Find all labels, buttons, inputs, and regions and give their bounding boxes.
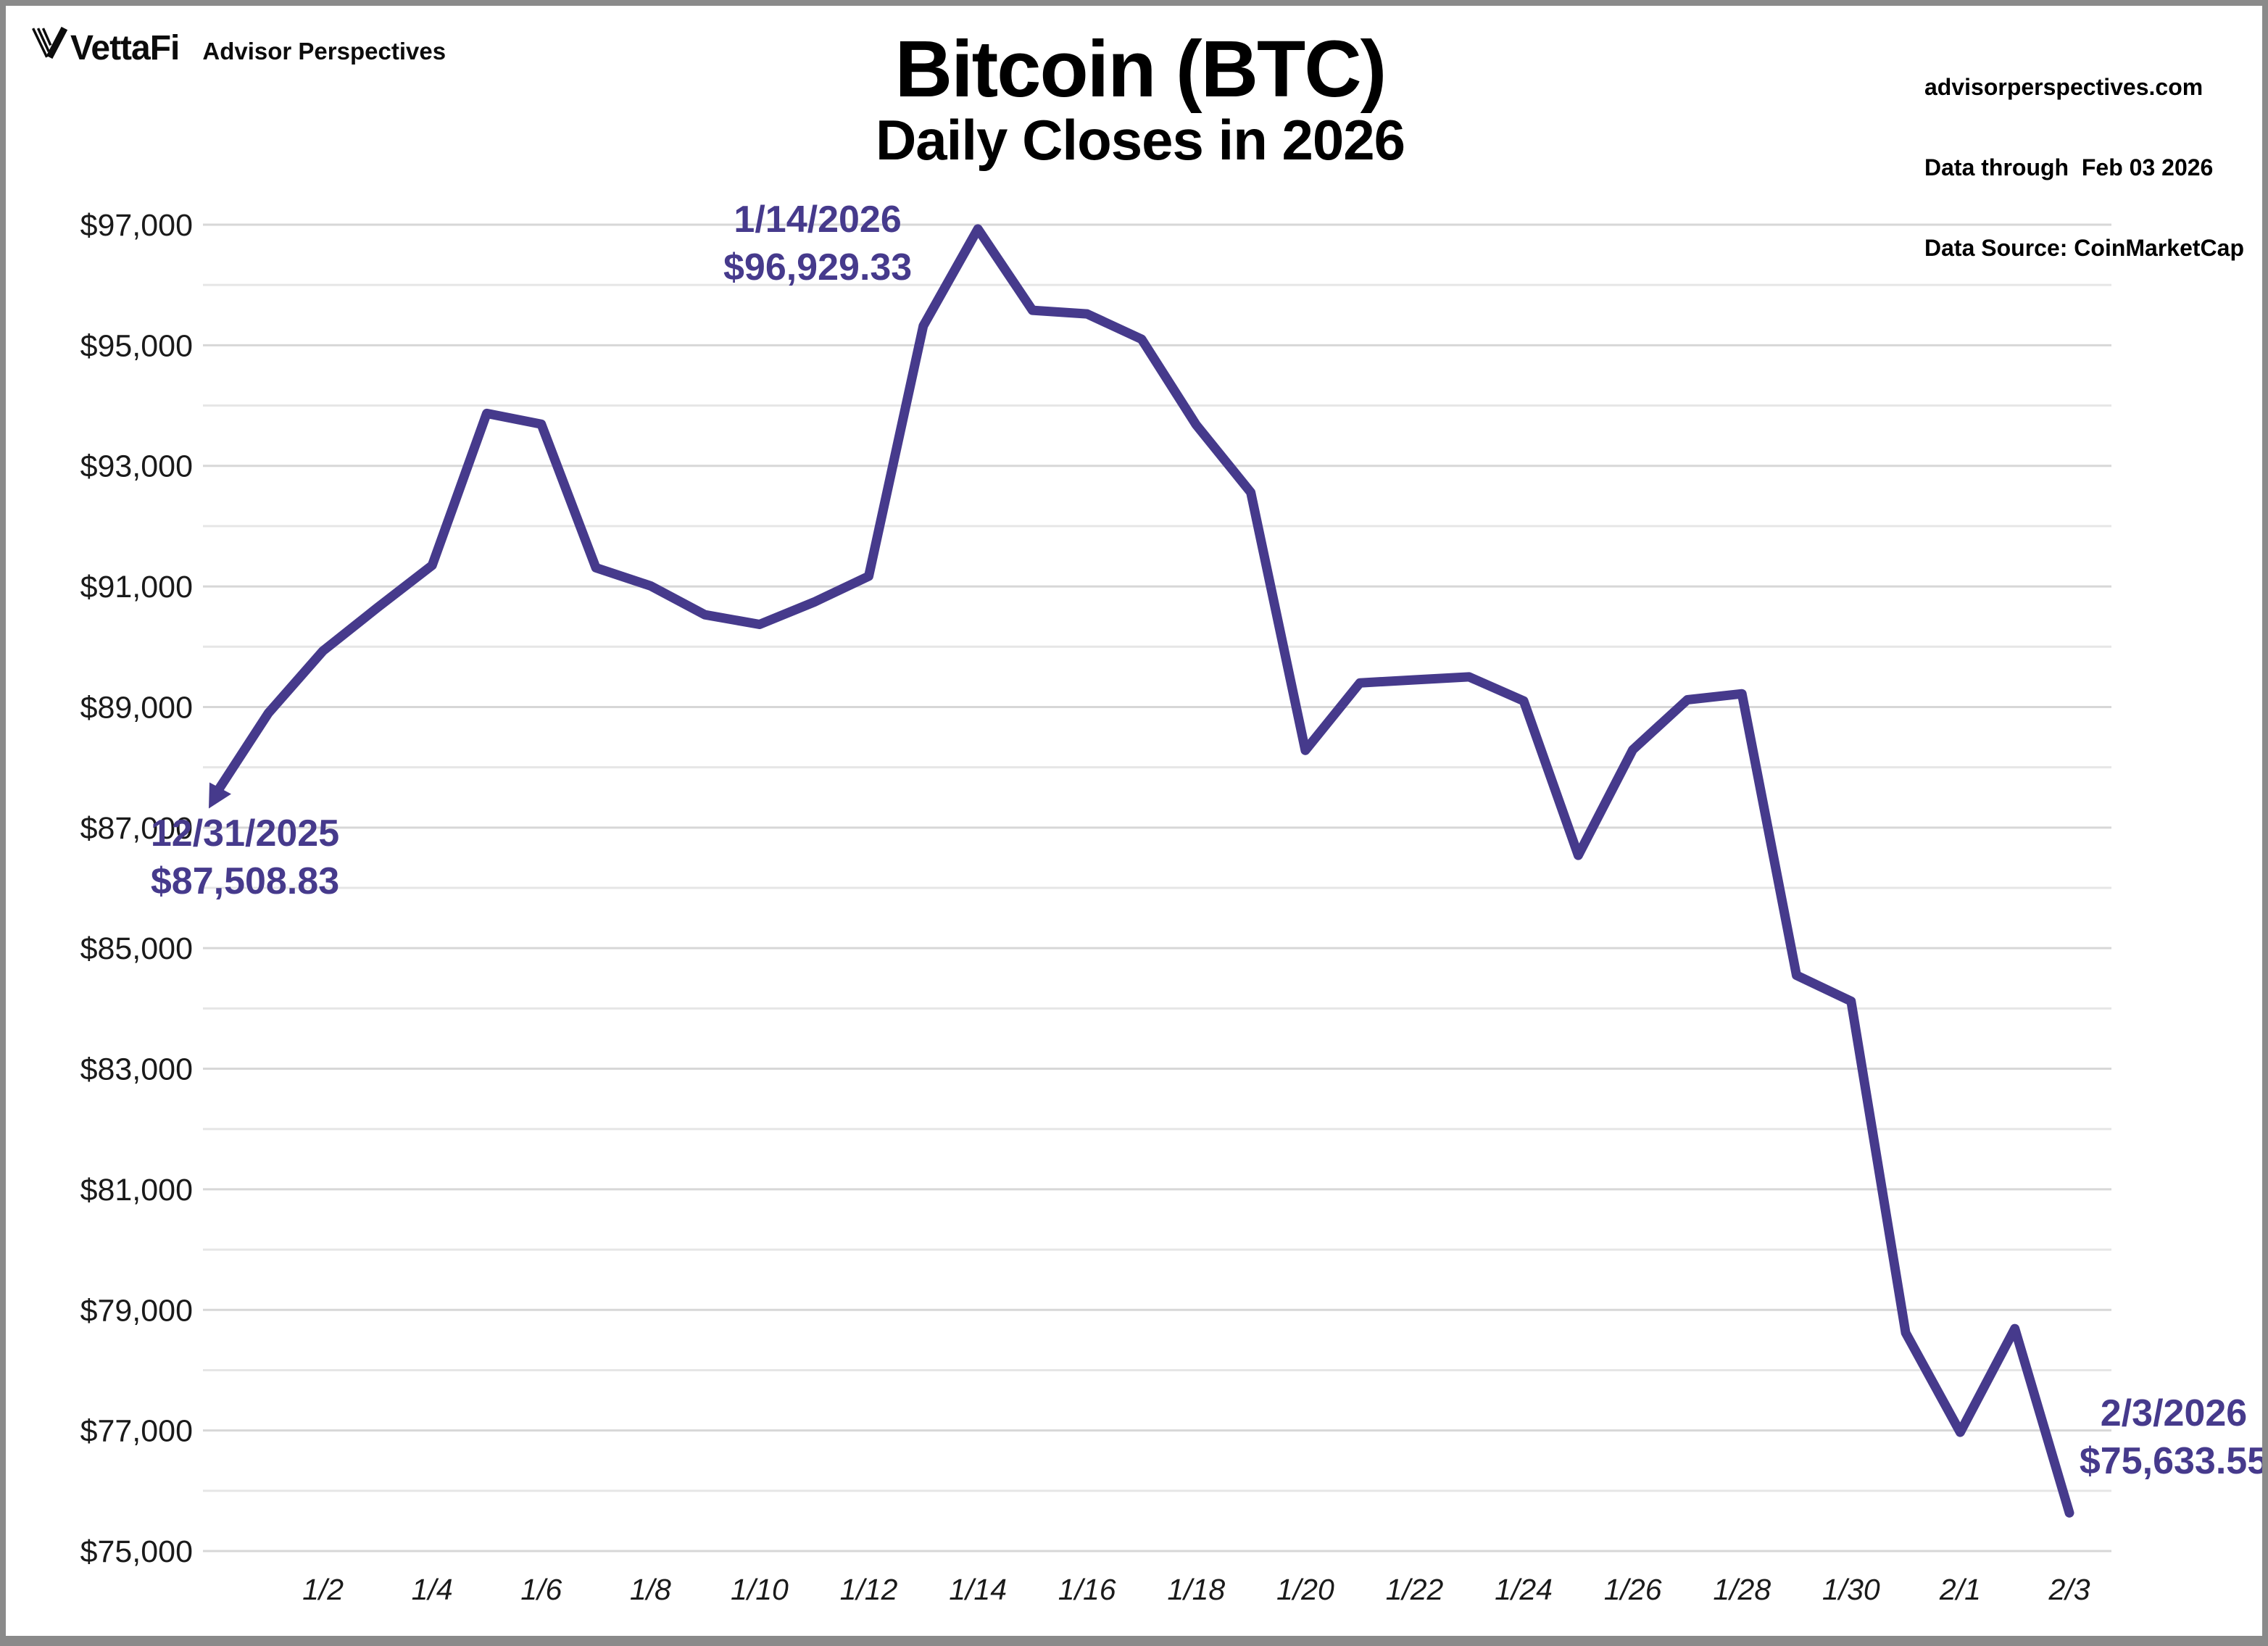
y-axis-tick-label: $89,000 [80,690,193,725]
annotation-end: 2/3/2026 $75,633.55 [2079,1389,2268,1485]
x-axis-tick-label: 1/26 [1604,1573,1662,1606]
x-axis-labels: 1/2 1/4 1/6 1/8 1/10 1/12 1/14 1/16 1/18 1/20 1/22… [302,1573,2090,1606]
x-axis-tick-label: 1/10 [731,1573,789,1606]
btc-line-chart: $75,000 $77,000 $79,000 $81,000 $83,000 $85,0… [80,208,2111,1606]
x-axis-tick-label: 1/6 [520,1573,562,1606]
y-axis-tick-label: $85,000 [80,931,193,966]
btc-price-line [209,224,2074,1518]
vettafi-v-icon [32,26,68,59]
y-axis-tick-label: $77,000 [80,1414,193,1449]
vettafi-brand-text: VettaFi [70,29,180,67]
annotation-end-date: 2/3/2026 [2100,1392,2248,1435]
x-axis-tick-label: 1/22 [1386,1573,1444,1606]
x-axis-tick-label: 1/12 [840,1573,898,1606]
gridlines [203,223,2111,1553]
x-axis-tick-label: 1/4 [412,1573,453,1606]
x-axis-tick-label: 2/3 [2048,1573,2090,1606]
logo-tagline: Advisor Perspectives [202,38,446,65]
y-axis-tick-label: $87,000 [80,811,193,846]
x-axis-tick-label: 1/2 [302,1573,344,1606]
x-axis-tick-label: 1/24 [1495,1573,1553,1606]
source-data-through: Data through Feb 03 2026 [1924,154,2214,180]
x-axis-tick-label: 1/16 [1058,1573,1116,1606]
source-block: advisorperspectives.com Data through Feb… [1924,20,2244,315]
x-axis-tick-label: 2/1 [1939,1573,1981,1606]
y-axis-tick-label: $75,000 [80,1534,193,1569]
vettafi-brand: VettaFi [31,26,180,68]
source-website: advisorperspectives.com [1924,74,2203,100]
x-axis-tick-label: 1/20 [1276,1573,1334,1606]
start-annotation-arrow-icon [209,782,231,809]
x-axis-tick-label: 1/14 [949,1573,1007,1606]
annotation-peak: 1/14/2026 $96,929.33 [723,196,912,291]
annotation-start-date: 12/31/2025 [150,812,340,855]
x-axis-tick-label: 1/30 [1822,1573,1880,1606]
y-axis-tick-label: $93,000 [80,449,193,484]
y-axis-labels: $75,000 $77,000 $79,000 $81,000 $83,000 $85,0… [80,208,193,1569]
y-axis-tick-label: $83,000 [80,1052,193,1087]
x-axis-tick-label: 1/8 [630,1573,671,1606]
chart-subtitle: Daily Closes in 2026 [875,107,1405,172]
x-axis-tick-label: 1/28 [1713,1573,1771,1606]
source-data-source: Data Source: CoinMarketCap [1924,235,2244,261]
annotation-peak-value: $96,929.33 [723,246,913,288]
annotation-peak-date: 1/14/2026 [734,198,902,241]
y-axis-tick-label: $81,000 [80,1173,193,1208]
y-axis-tick-label: $91,000 [80,570,193,604]
x-axis-tick-label: 1/18 [1167,1573,1225,1606]
annotation-start: 12/31/2025 $87,508.83 [151,810,339,905]
y-axis-tick-label: $79,000 [80,1293,193,1328]
annotation-start-value: $87,508.83 [150,860,340,903]
y-axis-tick-label: $97,000 [80,208,193,243]
vettafi-logo: VettaFi Advisor Perspectives [31,26,446,68]
y-axis-tick-label: $95,000 [80,328,193,363]
annotation-end-value: $75,633.55 [2079,1440,2268,1483]
title-block: Bitcoin (BTC) Daily Closes in 2026 [876,28,1405,168]
chart-title: Bitcoin (BTC) [894,25,1387,114]
